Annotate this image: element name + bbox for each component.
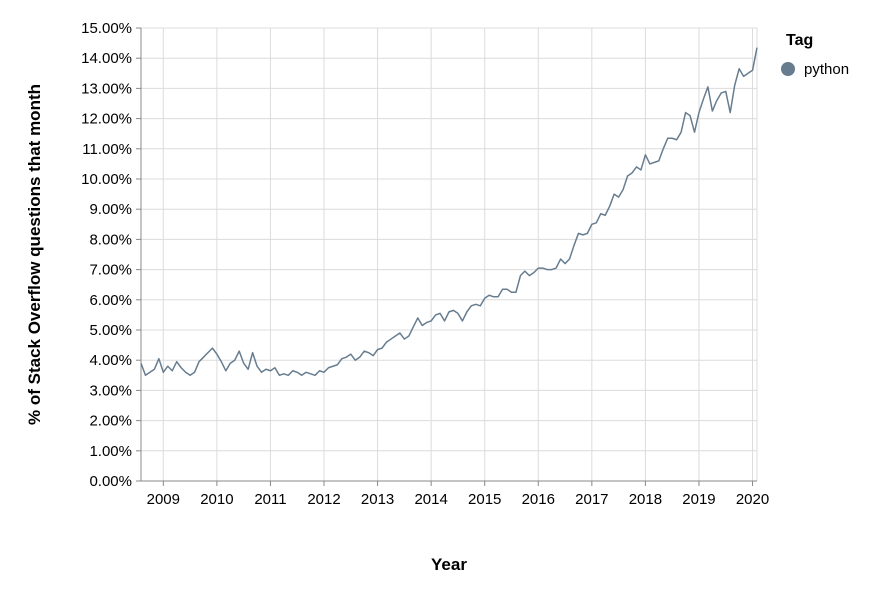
- x-tick-label: 2016: [522, 491, 555, 508]
- x-tick-label: 2015: [468, 491, 501, 508]
- grid: [141, 27, 758, 482]
- x-tick-label: 2018: [629, 491, 662, 508]
- legend: Tag python: [781, 32, 849, 78]
- x-tick-label: 2012: [307, 491, 340, 508]
- x-tick-label: 2010: [200, 491, 233, 508]
- x-tick-label: 2009: [147, 491, 180, 508]
- y-tick-label: 4.00%: [89, 352, 132, 369]
- x-axis-title: Year: [431, 555, 467, 574]
- y-tick-label: 14.00%: [81, 50, 132, 67]
- series-line-python: [140, 47, 758, 377]
- y-tick-label: 3.00%: [89, 382, 132, 399]
- y-tick-label: 11.00%: [82, 141, 132, 158]
- x-tick-label: 2017: [575, 491, 608, 508]
- y-tick-label: 5.00%: [89, 322, 132, 339]
- y-axis-ticks: 0.00% 1.00% 2.00% 3.00% 4.00% 5.00% 6.00% 7.00%…: [81, 20, 141, 490]
- x-tick-label: 2019: [682, 491, 715, 508]
- y-tick-label: 10.00%: [81, 171, 132, 188]
- x-tick-label: 2011: [254, 491, 286, 508]
- y-tick-label: 13.00%: [81, 80, 132, 97]
- y-tick-label: 15.00%: [81, 20, 132, 37]
- y-tick-label: 9.00%: [89, 201, 132, 218]
- y-tick-label: 0.00%: [89, 473, 132, 490]
- legend-title: Tag: [786, 32, 813, 49]
- x-tick-label: 2014: [414, 491, 447, 508]
- y-tick-label: 12.00%: [81, 111, 132, 128]
- x-axis-ticks: 2009 2010 2011 2012 2013 2014 2015 2016 2017 2018…: [147, 481, 769, 508]
- x-tick-label: 2013: [361, 491, 394, 508]
- axes: [140, 28, 757, 482]
- legend-swatch-python: [781, 62, 795, 76]
- legend-label-python: python: [804, 61, 849, 78]
- series-layer: [140, 47, 758, 377]
- y-axis-title: % of Stack Overflow questions that month: [25, 84, 44, 425]
- y-tick-label: 6.00%: [89, 292, 132, 309]
- y-tick-label: 2.00%: [89, 413, 132, 430]
- y-tick-label: 1.00%: [89, 443, 132, 460]
- y-tick-label: 8.00%: [89, 231, 132, 248]
- y-tick-label: 7.00%: [89, 262, 132, 279]
- x-tick-label: 2020: [736, 491, 769, 508]
